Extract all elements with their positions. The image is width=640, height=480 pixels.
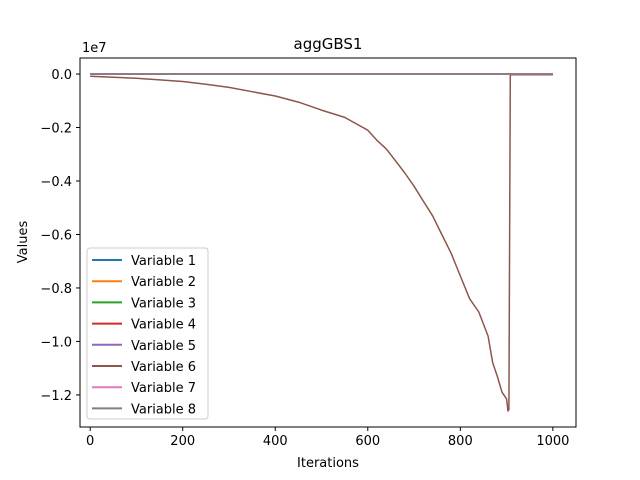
y-tick-label: 0.0 (51, 68, 72, 83)
y-tick-label: −1.2 (40, 389, 72, 404)
y-tick-label: −0.2 (40, 122, 72, 137)
y-tick-label: −0.8 (40, 282, 72, 297)
y-tick-label: −0.4 (40, 175, 72, 190)
x-tick-label: 600 (355, 434, 380, 449)
legend-label: Variable 6 (131, 360, 196, 375)
legend-label: Variable 7 (131, 381, 196, 396)
x-tick-label: 400 (263, 434, 288, 449)
legend-label: Variable 1 (131, 254, 196, 269)
legend-label: Variable 2 (131, 275, 196, 290)
axes-frame (79, 57, 577, 428)
x-tick-label: 200 (170, 434, 195, 449)
legend-label: Variable 8 (131, 402, 196, 417)
x-axis: 0 200 400 600 800 1000 (86, 427, 569, 449)
legend-label: Variable 5 (131, 339, 196, 354)
y-axis: 0.0 −0.2 −0.4 −0.6 −0.8 −1.0 −1.2 (40, 68, 80, 404)
y-tick-label: −0.6 (40, 228, 72, 243)
chart-title: aggGBS1 (294, 35, 363, 53)
legend-box (86, 247, 209, 420)
series-line-6 (90, 74, 553, 412)
y-tick-label: −1.0 (40, 335, 72, 350)
legend-label: Variable 3 (131, 296, 196, 311)
x-tick-label: 1000 (536, 434, 569, 449)
x-tick-label: 800 (448, 434, 473, 449)
legend: Variable 1 Variable 2 Variable 3 Variable 4… (86, 247, 209, 420)
y-offset-label: 1e7 (82, 41, 107, 56)
plot-area (90, 73, 553, 412)
legend-label: Variable 4 (131, 318, 196, 333)
x-tick-label: 0 (86, 434, 94, 449)
y-axis-label: Values (16, 221, 31, 264)
x-axis-label: Iterations (297, 456, 359, 471)
